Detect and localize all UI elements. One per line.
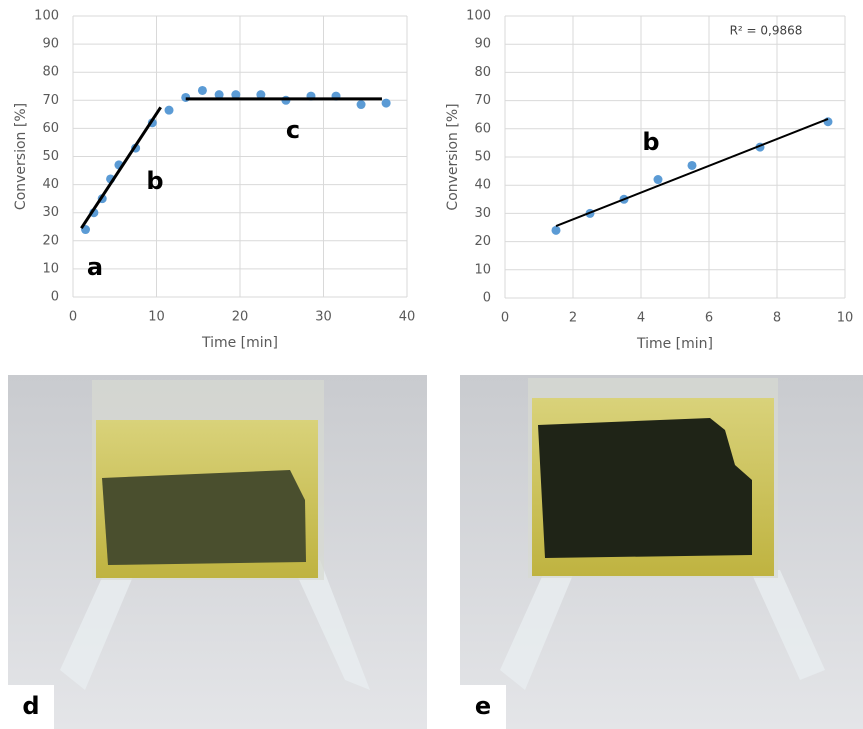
y-tick-label: 40 xyxy=(474,178,491,193)
x-tick-label: 6 xyxy=(705,311,713,326)
y-tick-label: 10 xyxy=(42,261,59,276)
x-tick-label: 10 xyxy=(837,311,854,326)
y-tick-label: 20 xyxy=(42,233,59,248)
annotation: b xyxy=(642,128,659,156)
data-point xyxy=(654,175,663,184)
x-tick-label: 2 xyxy=(569,311,577,326)
annotation: a xyxy=(87,253,103,281)
photo-d xyxy=(8,375,427,729)
figure: 0102030405060708090100010203040Time [min… xyxy=(0,0,863,729)
x-tick-label: 0 xyxy=(69,310,77,325)
annotation: b xyxy=(146,167,163,195)
data-point xyxy=(382,99,391,108)
x-axis-title: Time [min] xyxy=(201,335,278,351)
x-tick-label: 10 xyxy=(148,310,165,325)
y-tick-label: 70 xyxy=(474,93,491,108)
y-tick-label: 90 xyxy=(42,37,59,52)
y-tick-label: 100 xyxy=(34,9,59,24)
y-tick-label: 80 xyxy=(474,65,491,80)
x-tick-label: 20 xyxy=(232,310,249,325)
data-point xyxy=(165,106,174,115)
panel-label: d xyxy=(22,692,39,720)
y-tick-label: 80 xyxy=(42,65,59,80)
y-tick-label: 20 xyxy=(474,234,491,249)
y-axis-title: Conversion [%] xyxy=(13,103,29,210)
data-point xyxy=(824,117,833,126)
photo-e xyxy=(460,375,863,729)
x-tick-label: 30 xyxy=(315,310,332,325)
y-tick-label: 30 xyxy=(42,205,59,220)
annotation: R² = 0,9868 xyxy=(730,24,803,38)
y-tick-label: 50 xyxy=(42,149,59,164)
y-tick-label: 70 xyxy=(42,93,59,108)
panel-label: e xyxy=(475,692,491,720)
data-point xyxy=(552,226,561,235)
y-tick-label: 90 xyxy=(474,37,491,52)
y-tick-label: 40 xyxy=(42,177,59,192)
x-axis-title: Time [min] xyxy=(636,336,713,352)
y-tick-label: 0 xyxy=(483,291,491,306)
y-tick-label: 50 xyxy=(474,150,491,165)
x-tick-label: 40 xyxy=(399,310,416,325)
y-tick-label: 30 xyxy=(474,206,491,221)
y-tick-label: 60 xyxy=(474,121,491,136)
y-axis-title: Conversion [%] xyxy=(445,103,461,210)
y-tick-label: 0 xyxy=(51,290,59,305)
data-point xyxy=(357,100,366,109)
y-tick-label: 10 xyxy=(474,262,491,277)
data-point xyxy=(198,86,207,95)
x-tick-label: 0 xyxy=(501,311,509,326)
data-point xyxy=(688,161,697,170)
y-tick-label: 100 xyxy=(466,9,491,24)
x-tick-label: 4 xyxy=(637,311,645,326)
annotation: c xyxy=(286,116,300,144)
trend-line xyxy=(556,119,828,226)
x-tick-label: 8 xyxy=(773,311,781,326)
y-tick-label: 60 xyxy=(42,121,59,136)
